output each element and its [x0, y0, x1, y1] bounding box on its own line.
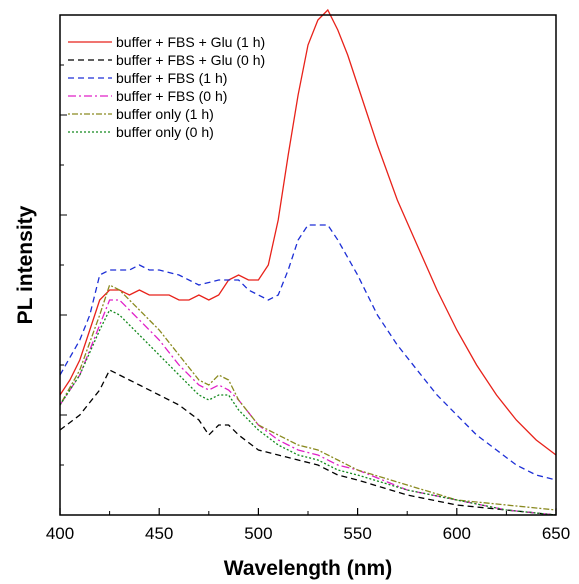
- series-line-2: [59, 369, 557, 516]
- x-axis-title: Wavelength (nm): [224, 557, 392, 580]
- legend-label-6: buffer only (0 h): [116, 124, 214, 140]
- series-line-3: [59, 224, 557, 481]
- legend-label-3: buffer + FBS (1 h): [116, 70, 227, 86]
- legend-label-4: buffer + FBS (0 h): [116, 88, 227, 104]
- legend-label-5: buffer only (1 h): [116, 106, 214, 122]
- series-line-1: [59, 8, 557, 456]
- series-line-5: [59, 284, 557, 511]
- legend-label-1: buffer + FBS + Glu (1 h): [116, 34, 265, 50]
- series-line-4: [59, 299, 557, 516]
- series-line-6: [59, 309, 557, 516]
- x-tick-label: 550: [343, 524, 371, 543]
- x-tick-label: 650: [542, 524, 570, 543]
- x-tick-label: 400: [46, 524, 74, 543]
- y-axis-title: PL intensity: [14, 205, 37, 324]
- x-tick-label: 600: [443, 524, 471, 543]
- x-tick-label: 500: [244, 524, 272, 543]
- x-tick-label: 450: [145, 524, 173, 543]
- legend: buffer + FBS + Glu (1 h) buffer + FBS + G…: [68, 34, 265, 140]
- legend-label-2: buffer + FBS + Glu (0 h): [116, 52, 265, 68]
